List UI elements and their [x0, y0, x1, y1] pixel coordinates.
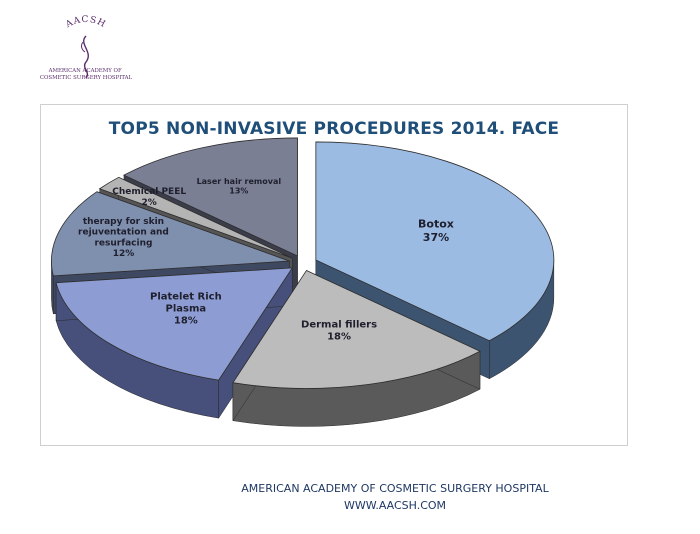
data-label: Botox 37%	[418, 218, 454, 244]
flame-icon	[83, 35, 89, 79]
chart-title: TOP5 NON-INVASIVE PROCEDURES 2014. FACE	[108, 119, 560, 139]
svg-text:AACSH: AACSH	[63, 15, 107, 31]
logo-arc-text: AACSH	[63, 15, 106, 31]
chart-frame: TOP5 NON-INVASIVE PROCEDURES 2014. FACE …	[40, 104, 628, 446]
aacsh-logo: AACSH AMERICAN ACADEMY OF COSMETIC SURGE…	[40, 15, 133, 81]
data-label: Laser hair removal 13%	[197, 177, 282, 196]
pie-slice-platelet-rich-plasma	[55, 267, 293, 381]
data-label: therapy for skin rejuventation and resurfa…	[78, 217, 169, 259]
data-label: Dermal fillers 18%	[301, 319, 377, 342]
pie-tops	[51, 137, 555, 389]
footer-website[interactable]: WWW.AACSH.COM	[343, 499, 447, 512]
footer-organization: AMERICAN ACADEMY OF COSMETIC SURGERY HOS…	[241, 482, 549, 495]
pie-slice-botox	[315, 141, 555, 342]
pie-slice-chemical-peel	[98, 176, 293, 259]
pie-slice-therapy-for-skin-rejuventation-and-resurfacing	[51, 191, 290, 277]
data-label: Platelet Rich Plasma 18%	[150, 292, 222, 327]
pie-chart: Botox 37% Dermal fillers 18% Platelet Rich Pl…	[51, 137, 555, 427]
pie-labels: Botox 37% Dermal fillers 18% Platelet Rich Pl…	[78, 177, 454, 342]
logo-caption: AMERICAN ACADEMY OF COSMETIC SURGERY HOS…	[40, 68, 133, 81]
pie-slice-dermal-fillers	[232, 269, 481, 389]
data-label: Chemical PEEL 2%	[112, 187, 186, 208]
pie-slice-laser-hair-removal	[123, 137, 298, 257]
